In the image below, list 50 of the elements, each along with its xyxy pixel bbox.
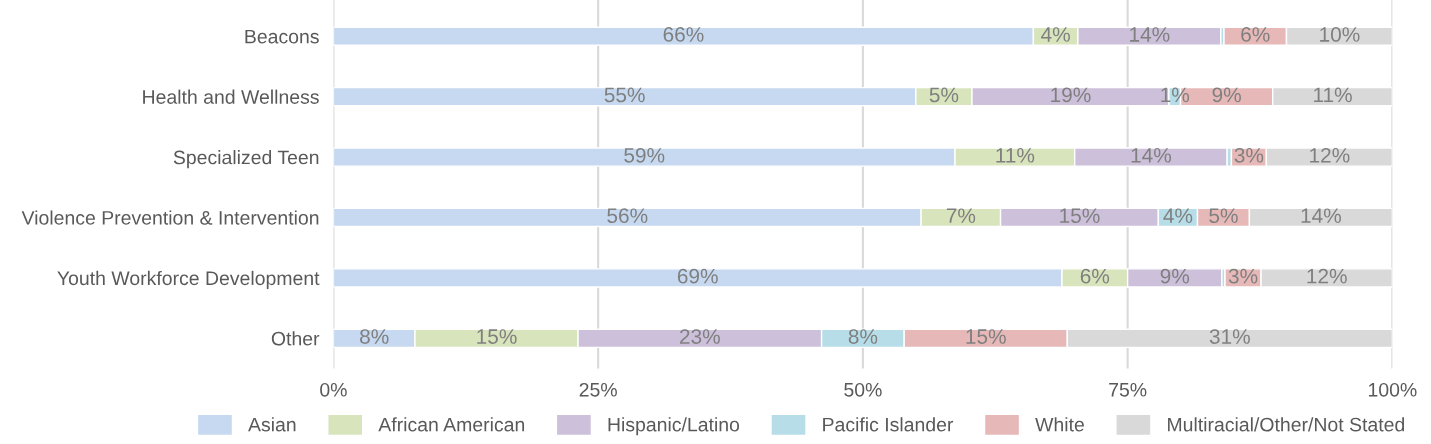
data-label: 56% [607, 208, 648, 224]
legend-label: Multiracial/Other/Not Stated [1168, 417, 1405, 432]
y-tick-label: Violence Prevention & Intervention [21, 210, 319, 225]
data-label: 4% [1041, 27, 1070, 42]
data-label: 15% [966, 329, 1006, 344]
x-tick-label: 100% [1368, 382, 1417, 397]
y-tick-label: Health and Wellness [143, 89, 319, 104]
data-label: 5% [1209, 208, 1238, 224]
legend-label: Pacific Islander [823, 417, 954, 432]
y-tick-label: Specialized Teen [173, 150, 319, 169]
data-label: 12% [1310, 147, 1350, 163]
x-tick-label: 25% [579, 382, 617, 397]
data-label: 69% [677, 268, 718, 284]
data-label: 9% [1160, 268, 1190, 284]
data-label: 12% [1307, 268, 1347, 284]
data-label: 3% [1228, 268, 1258, 284]
data-label: 19% [1051, 87, 1091, 103]
data-label: 23% [680, 329, 720, 344]
data-label: 55% [604, 87, 645, 103]
data-label: 31% [1209, 329, 1250, 344]
data-label: 14% [1131, 148, 1172, 163]
x-tick-label: 0% [320, 382, 347, 397]
y-tick-label: Other [271, 331, 320, 346]
data-label: 1% [1161, 87, 1190, 103]
data-label: 14% [1301, 208, 1341, 223]
data-label: 7% [946, 208, 976, 223]
legend-label: Asian [248, 417, 296, 432]
data-label: 14% [1130, 27, 1170, 42]
y-tick-label: Beacons [245, 29, 319, 44]
legend-label: Hispanic/Latino [608, 417, 740, 436]
data-label: 11% [996, 148, 1035, 163]
legend-label: White [1035, 417, 1084, 432]
data-label: 59% [624, 147, 665, 163]
data-label: 10% [1320, 27, 1360, 42]
data-label: 6% [1241, 27, 1270, 42]
data-label: 5% [929, 87, 959, 103]
y-tick-label: Youth Workforce Development [57, 270, 320, 289]
data-label: 9% [1212, 87, 1241, 103]
data-label: 4% [1163, 208, 1193, 223]
x-tick-label: 75% [1109, 383, 1147, 397]
legend-label: African American [378, 417, 525, 432]
data-label: 15% [1060, 208, 1100, 224]
data-label: 15% [477, 329, 517, 344]
data-label: 11% [1314, 87, 1352, 103]
data-label: 3% [1234, 147, 1264, 163]
data-label: 6% [1080, 268, 1110, 284]
data-label: 8% [360, 329, 389, 344]
data-label: 66% [663, 27, 704, 42]
data-label: 8% [848, 329, 878, 344]
x-tick-label: 50% [844, 382, 882, 397]
